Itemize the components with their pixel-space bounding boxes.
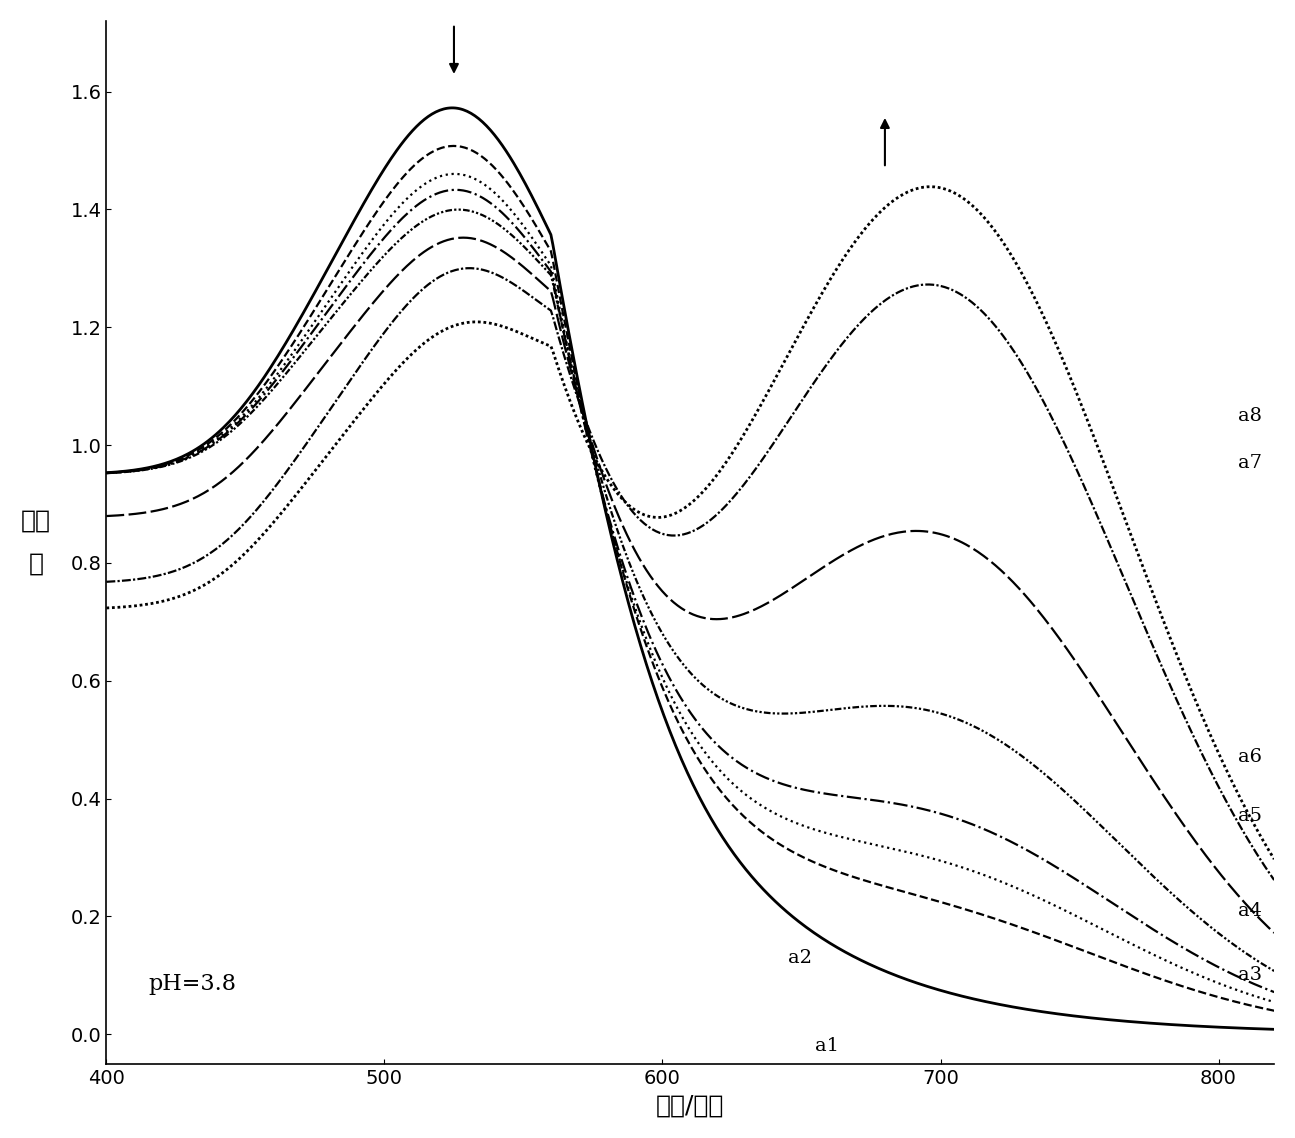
Text: a7: a7 bbox=[1238, 454, 1263, 472]
Text: a5: a5 bbox=[1238, 807, 1263, 825]
Text: a3: a3 bbox=[1238, 966, 1263, 984]
Text: a2: a2 bbox=[787, 949, 812, 966]
Y-axis label: 吸光
度: 吸光 度 bbox=[21, 509, 51, 576]
Text: a6: a6 bbox=[1238, 749, 1263, 766]
Text: a8: a8 bbox=[1238, 406, 1263, 424]
Text: pH=3.8: pH=3.8 bbox=[148, 973, 236, 995]
Text: a4: a4 bbox=[1238, 901, 1263, 920]
Text: a1: a1 bbox=[816, 1037, 839, 1055]
X-axis label: 波长/纳米: 波长/纳米 bbox=[657, 1094, 724, 1118]
